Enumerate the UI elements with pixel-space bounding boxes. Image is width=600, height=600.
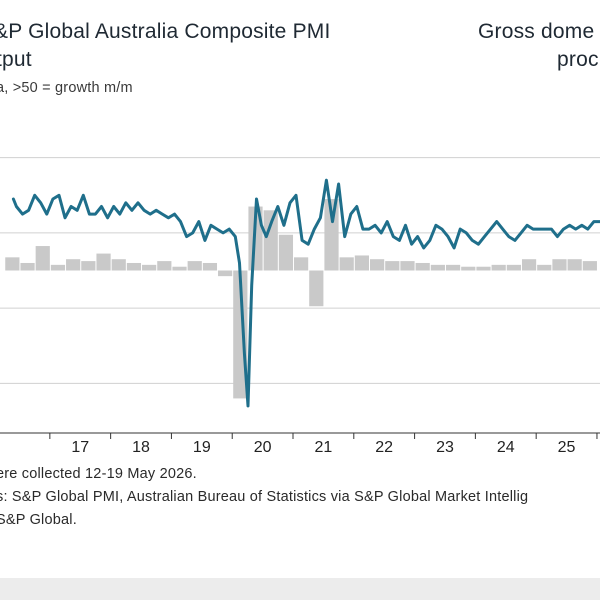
gdp-bar bbox=[582, 261, 597, 271]
gdp-bar bbox=[81, 261, 96, 271]
gdp-bar bbox=[491, 264, 506, 271]
gdp-bar bbox=[187, 261, 202, 271]
gdp-bar bbox=[172, 266, 187, 271]
chart-subtitle-left: a, >50 = growth m/m bbox=[0, 80, 133, 96]
gdp-bar bbox=[202, 262, 218, 271]
gdp-bar bbox=[415, 262, 430, 271]
x-tick-label: 19 bbox=[193, 439, 211, 456]
x-tick-label: 24 bbox=[497, 439, 515, 456]
chart-note-date: ere collected 12-19 May 2026. bbox=[0, 466, 197, 482]
x-tick-label: 21 bbox=[315, 439, 333, 456]
gdp-bar bbox=[126, 262, 142, 271]
gdp-bar bbox=[324, 199, 339, 271]
footer-band bbox=[0, 578, 600, 600]
gdp-bar bbox=[278, 234, 294, 271]
gdp-bar bbox=[521, 259, 537, 271]
gdp-bar bbox=[263, 210, 278, 271]
gdp-bar bbox=[96, 253, 111, 271]
gdp-bar bbox=[476, 266, 491, 271]
gdp-bar bbox=[20, 262, 35, 271]
gdp-bar bbox=[111, 259, 126, 271]
gdp-bar bbox=[400, 261, 415, 271]
gdp-bar bbox=[218, 270, 233, 277]
x-tick-label: 23 bbox=[436, 439, 454, 456]
gdp-bar bbox=[66, 259, 81, 271]
chart-note-copyright: S&P Global. bbox=[0, 512, 77, 528]
gdp-bar bbox=[369, 259, 385, 271]
x-tick-label: 20 bbox=[254, 439, 272, 456]
x-tick-label: 25 bbox=[558, 439, 576, 456]
x-tick-label: 17 bbox=[71, 439, 89, 456]
gdp-bar bbox=[552, 259, 567, 271]
x-tick-label: 18 bbox=[132, 439, 150, 456]
gdp-bar bbox=[339, 257, 354, 271]
gdp-bar bbox=[142, 264, 157, 271]
gdp-bar bbox=[385, 261, 400, 271]
gdp-bar bbox=[354, 255, 369, 271]
gdp-bar bbox=[537, 264, 552, 271]
gdp-bar bbox=[35, 246, 50, 271]
gdp-bar bbox=[157, 261, 172, 271]
x-tick-label: 22 bbox=[375, 439, 393, 456]
gdp-bar bbox=[294, 257, 309, 271]
chart-title-left-line2: tput bbox=[0, 48, 32, 71]
chart-note-sources: s: S&P Global PMI, Australian Bureau of … bbox=[0, 489, 529, 505]
gdp-bar bbox=[567, 259, 582, 271]
chart-title-right-line2: proc bbox=[557, 48, 599, 71]
gdp-bar bbox=[461, 266, 476, 271]
chart-title-left: &P Global Australia Composite PMI bbox=[0, 20, 331, 43]
gdp-bar bbox=[445, 264, 461, 271]
gdp-bar bbox=[50, 264, 66, 271]
gdp-bar bbox=[309, 270, 324, 307]
gdp-bar bbox=[506, 264, 521, 271]
gdp-bar bbox=[430, 264, 445, 271]
pmi-line bbox=[11, 178, 600, 408]
chart-title-right: Gross dome bbox=[478, 20, 595, 43]
gdp-bar bbox=[5, 257, 20, 271]
